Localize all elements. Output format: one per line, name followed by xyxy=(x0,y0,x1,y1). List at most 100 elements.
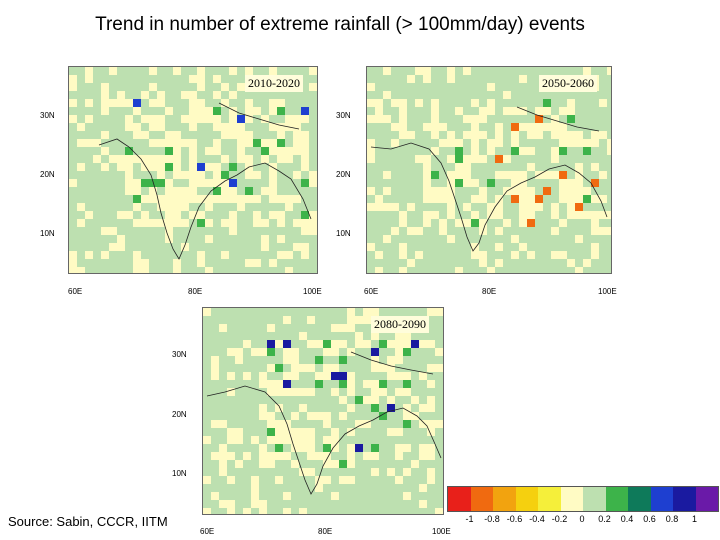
grid-cell xyxy=(447,75,455,83)
grid-cell xyxy=(275,476,283,484)
grid-cell xyxy=(291,428,299,436)
grid-cell xyxy=(427,396,435,404)
grid-cell xyxy=(277,139,285,147)
colorbar-label: 1 xyxy=(691,514,698,524)
grid-cell xyxy=(181,243,189,251)
grid-cell xyxy=(299,468,307,476)
grid-cell xyxy=(213,91,221,99)
grid-cell xyxy=(229,195,237,203)
grid-cell xyxy=(315,356,323,364)
grid-cell xyxy=(431,115,439,123)
grid-cell xyxy=(301,179,309,187)
grid-cell xyxy=(189,195,197,203)
grid-cell xyxy=(583,211,591,219)
grid-cell xyxy=(559,179,567,187)
grid-cell xyxy=(259,348,267,356)
grid-cell xyxy=(301,115,309,123)
grid-cell xyxy=(285,251,293,259)
grid-cell xyxy=(479,259,487,267)
grid-cell xyxy=(487,203,495,211)
grid-cell xyxy=(535,131,543,139)
grid-cell xyxy=(229,131,237,139)
grid-cell xyxy=(479,107,487,115)
grid-cell xyxy=(551,251,559,259)
grid-cell xyxy=(203,436,211,444)
grid-cell xyxy=(221,179,229,187)
grid-cell xyxy=(109,155,117,163)
grid-cell xyxy=(253,211,261,219)
grid-cell xyxy=(267,452,275,460)
grid-cell xyxy=(243,452,251,460)
grid-cell xyxy=(269,179,277,187)
grid-cell xyxy=(69,267,77,273)
grid-cell xyxy=(323,340,331,348)
grid-cell xyxy=(77,123,85,131)
x-tick-80e: 80E xyxy=(482,287,497,296)
grid-cell xyxy=(77,267,85,273)
grid-cell xyxy=(259,452,267,460)
grid-cell xyxy=(301,155,309,163)
grid-cell xyxy=(599,131,607,139)
grid-cell xyxy=(371,468,379,476)
grid-cell xyxy=(149,155,157,163)
colorbar-swatch xyxy=(583,487,606,511)
grid-cell xyxy=(277,219,285,227)
grid-cell xyxy=(229,219,237,227)
grid-cell xyxy=(567,179,575,187)
grid-cell xyxy=(495,227,503,235)
colorbar-swatch xyxy=(650,487,673,511)
grid-cell xyxy=(205,195,213,203)
grid-cell xyxy=(173,195,181,203)
grid-cell xyxy=(367,187,375,195)
grid-cell xyxy=(431,195,439,203)
grid-cell xyxy=(203,308,211,316)
grid-cell xyxy=(285,147,293,155)
grid-cell xyxy=(237,131,245,139)
grid-cell xyxy=(253,139,261,147)
grid-cell xyxy=(431,171,439,179)
grid-cell xyxy=(227,428,235,436)
colorbar-swatch xyxy=(538,487,561,511)
grid-cell xyxy=(299,508,307,514)
coastline-outline xyxy=(370,106,608,252)
grid-cell xyxy=(245,67,253,75)
grid-cell xyxy=(277,131,285,139)
grid-cell xyxy=(347,316,355,324)
grid-cell xyxy=(559,147,567,155)
grid-cell xyxy=(157,203,165,211)
grid-cell xyxy=(479,115,487,123)
colorbar-label: 0 xyxy=(579,514,585,524)
grid-cell xyxy=(323,436,331,444)
grid-cell xyxy=(559,107,567,115)
grid-cell xyxy=(245,259,253,267)
grid-cell xyxy=(367,115,375,123)
grid-cell xyxy=(227,476,235,484)
grid-cell xyxy=(293,171,301,179)
map-panel-2080-2090: 2080-2090 xyxy=(202,307,444,515)
grid-cell xyxy=(261,187,269,195)
grid-cell xyxy=(141,91,149,99)
grid-cell xyxy=(583,195,591,203)
grid-cell xyxy=(299,364,307,372)
grid-cell xyxy=(403,492,411,500)
grid-cell xyxy=(253,171,261,179)
grid-cell xyxy=(165,163,173,171)
grid-cell xyxy=(133,267,141,273)
grid-cell xyxy=(283,356,291,364)
grid-cell xyxy=(315,340,323,348)
grid-cell xyxy=(435,420,443,428)
grid-cell xyxy=(363,308,371,316)
grid-cell xyxy=(519,179,527,187)
grid-cell xyxy=(347,372,355,380)
grid-cell xyxy=(591,139,599,147)
grid-cell xyxy=(455,139,463,147)
grid-cell xyxy=(301,107,309,115)
grid-cell xyxy=(203,508,211,514)
grid-cell xyxy=(399,267,407,273)
grid-cell xyxy=(269,139,277,147)
grid-cell xyxy=(173,267,181,273)
grid-cell xyxy=(415,99,423,107)
grid-cell xyxy=(567,139,575,147)
grid-cell xyxy=(371,380,379,388)
grid-cell xyxy=(427,428,435,436)
